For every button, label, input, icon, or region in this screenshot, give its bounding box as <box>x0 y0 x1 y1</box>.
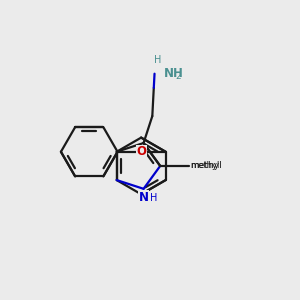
Text: 2: 2 <box>175 72 181 81</box>
Text: methyl: methyl <box>190 161 222 170</box>
Text: O: O <box>136 145 147 158</box>
Text: NH: NH <box>164 67 183 80</box>
Text: N: N <box>139 190 148 204</box>
Text: H: H <box>154 55 161 65</box>
Text: methyl: methyl <box>190 161 219 170</box>
Text: H: H <box>150 193 157 203</box>
